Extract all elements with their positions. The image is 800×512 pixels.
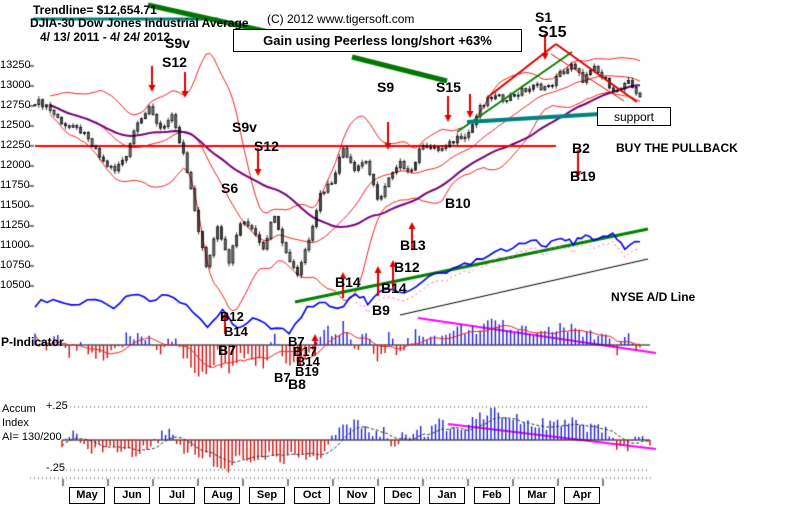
y-axis-label: 11000 xyxy=(0,239,30,251)
accum-label: Accum xyxy=(2,403,36,415)
signal-label-s12: S12 xyxy=(254,138,279,154)
accum-upper-level: +.25 xyxy=(46,400,68,412)
gain-box: Gain using Peerless long/short +63% xyxy=(233,29,522,52)
signal-label-s15: S15 xyxy=(538,24,567,41)
signal-label-b13: B13 xyxy=(400,237,426,253)
chart-title: DJIA-30 Dow Jones Industrial Average xyxy=(30,16,249,30)
signal-label-s6: S6 xyxy=(221,180,239,196)
month-button-jul[interactable]: Jul xyxy=(159,487,195,504)
month-button-apr[interactable]: Apr xyxy=(564,487,600,504)
y-axis-label: 12000 xyxy=(0,159,31,171)
y-axis-label: 12750 xyxy=(0,99,31,111)
signal-label-b7: B7 xyxy=(274,370,291,385)
signal-label-s15: S15 xyxy=(436,79,461,95)
month-button-may[interactable]: May xyxy=(69,487,105,504)
signal-label-s9: S9 xyxy=(377,79,395,95)
p-indicator-label: P-Indicator xyxy=(1,335,64,349)
support-box: support xyxy=(597,107,671,126)
y-axis-label: 10500 xyxy=(0,279,31,291)
month-button-mar[interactable]: Mar xyxy=(519,487,555,504)
signal-label-s12: S12 xyxy=(162,54,187,70)
signal-label-b14: B14 xyxy=(381,280,407,296)
signal-label-s9v: S9v xyxy=(165,35,190,51)
month-button-feb[interactable]: Feb xyxy=(474,487,510,504)
y-axis-label: 10750 xyxy=(0,259,31,271)
month-button-oct[interactable]: Oct xyxy=(294,487,330,504)
signal-label-b17: B17 xyxy=(293,344,317,359)
buy-pullback-note: BUY THE PULLBACK xyxy=(616,141,738,155)
y-axis-label: 12500 xyxy=(0,119,31,131)
ad-line-label: NYSE A/D Line xyxy=(611,290,696,304)
month-button-jun[interactable]: Jun xyxy=(114,487,150,504)
signal-label-b8: B8 xyxy=(288,376,306,392)
signal-label-b12: B12 xyxy=(220,309,244,324)
signal-label-b10: B10 xyxy=(445,195,471,211)
month-button-jan[interactable]: Jan xyxy=(429,487,465,504)
signal-label-b14: B14 xyxy=(296,354,320,369)
y-axis-label: 11750 xyxy=(0,179,30,191)
signal-label-b14: B14 xyxy=(224,324,248,339)
signal-label-b12: B12 xyxy=(394,259,420,275)
y-axis-label: 13250 xyxy=(0,59,31,71)
y-axis-label: 11500 xyxy=(0,199,30,211)
trendline-value: Trendline= $12,654.71 xyxy=(33,3,157,17)
y-axis-label: 13000 xyxy=(0,79,31,91)
accum-lower-level: -.25 xyxy=(46,462,65,474)
signal-label-s9v: S9v xyxy=(232,119,257,135)
signal-label-b14: B14 xyxy=(335,274,361,290)
signal-label-b7: B7 xyxy=(218,342,236,358)
signal-label-b2: B2 xyxy=(572,140,590,156)
signal-label-b9: B9 xyxy=(372,302,390,318)
month-button-sep[interactable]: Sep xyxy=(249,487,285,504)
copyright-text: (C) 2012 www.tigersoft.com xyxy=(267,12,415,26)
signal-label-b7: B7 xyxy=(288,334,305,349)
y-axis-label: 11250 xyxy=(0,219,30,231)
month-button-aug[interactable]: Aug xyxy=(204,487,240,504)
month-button-dec[interactable]: Dec xyxy=(384,487,420,504)
index-label: Index xyxy=(2,417,29,429)
signal-label-s1: S1 xyxy=(535,9,553,25)
date-range: 4/ 13/ 2011 - 4/ 24/ 2012 xyxy=(40,30,171,44)
month-button-nov[interactable]: Nov xyxy=(339,487,375,504)
ai-ratio-label: AI= 130/200 xyxy=(2,431,62,443)
signal-label-b19: B19 xyxy=(295,364,319,379)
y-axis-label: 12250 xyxy=(0,139,31,151)
signal-label-b19: B19 xyxy=(570,168,596,184)
